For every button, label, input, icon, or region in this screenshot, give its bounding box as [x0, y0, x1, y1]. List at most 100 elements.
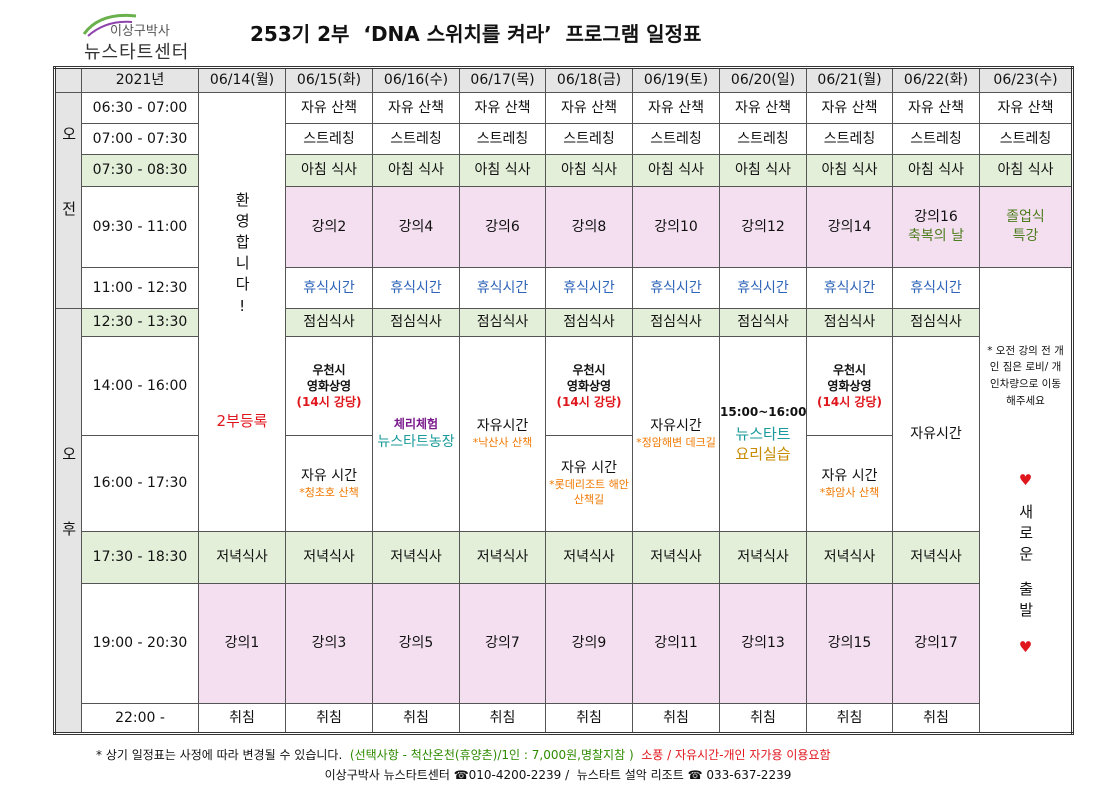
schedule-cell: 아침 식사 [285, 154, 373, 187]
schedule-cell: 자유 산책 [459, 92, 546, 124]
schedule-cell: 저녁식사 [632, 531, 720, 584]
schedule-cell: 아침 식사 [806, 154, 893, 187]
schedule-cell: 우천시 영화상영 (14시 강당) [806, 336, 893, 436]
cell-line: 강의2 [311, 218, 347, 235]
schedule-row: 09:30 - 11:00 강의2 강의4 강의6 강의8 강의10 강의12 강의14 강의1… [55, 186, 1073, 268]
cell-line: 뉴스타트 [735, 424, 791, 443]
column-header: 06/17(목) [459, 67, 546, 93]
cell-line: 자유 산책 [908, 99, 964, 116]
cell-line: *낙산사 산책 [472, 436, 533, 450]
schedule-cell: 아침 식사 [719, 154, 807, 187]
schedule-cell: 저녁식사 [719, 531, 807, 584]
footer-picnic: 소풍 / 자유시간-개인 자가용 이용요함 [641, 748, 831, 762]
cell-line: 강의4 [398, 218, 434, 235]
cell-line: 점심식사 [823, 314, 876, 331]
schedule-cell: 자유 산책 [545, 92, 633, 124]
cell-line: 강의11 [654, 635, 698, 652]
schedule-cell: 스트레칭 [545, 123, 633, 155]
schedule-cell: 휴식시간 [545, 267, 633, 309]
logo-line2: 뉴스타트센터 [84, 42, 190, 63]
cell-line: 스트레칭 [476, 130, 529, 147]
cell-line: 스트레칭 [999, 130, 1052, 147]
cell-line: 휴식시간 [737, 279, 789, 296]
cell-line: 요리실습 [735, 445, 791, 464]
schedule-cell: 강의1 [198, 583, 286, 704]
cell-line: 취침 [663, 709, 689, 726]
cell-line: 자유 산책 [735, 99, 791, 116]
cell-line: 자유시간 [650, 418, 702, 435]
schedule-cell: 점심식사 [545, 308, 633, 337]
time-cell: 07:00 - 07:30 [81, 123, 199, 155]
schedule-cell: * 오전 강의 전 개인 짐은 로비/ 개인차량으로 이동해주세요 ♥ 새로운 출발 ♥ [979, 267, 1073, 734]
cell-line: 자유시간 [910, 425, 962, 442]
cell-line: 아침 식사 [821, 162, 878, 179]
schedule-cell: 강의10 [632, 186, 720, 268]
cell-line: 영화상영 [827, 378, 872, 393]
logo-line1: 이상구박사 [110, 24, 170, 39]
schedule-cell: 강의9 [545, 583, 633, 704]
time-cell: 16:00 - 17:30 [81, 435, 199, 532]
cell-line: 취침 [836, 709, 863, 726]
cell-line: 강의7 [485, 635, 520, 652]
column-header: 06/22(화) [892, 67, 980, 93]
cell-line: 강의1 [224, 635, 260, 652]
schedule-cell: 자유 산책 [979, 92, 1073, 124]
schedule-cell: 점심식사 [719, 308, 807, 337]
schedule-cell: 저녁식사 [198, 531, 286, 584]
schedule-cell: 자유 산책 [632, 92, 720, 124]
schedule-cell: 강의5 [372, 583, 460, 704]
schedule-cell: 점심식사 [372, 308, 460, 337]
cell-line: 저녁식사 [303, 549, 355, 566]
schedule-cell: 휴식시간 [285, 267, 373, 309]
cell-line: *청초호 산책 [299, 485, 359, 499]
schedule-cell: 강의7 [459, 583, 546, 704]
cell-line: 휴식시간 [650, 279, 702, 296]
schedule-cell: 휴식시간 [719, 267, 807, 309]
cell-line: 점심식사 [390, 314, 442, 331]
cell-line: 뉴스타트농장 [377, 433, 455, 450]
cell-line: 저녁식사 [737, 549, 789, 566]
side-text: 오전 [59, 125, 78, 276]
cell-line: 휴식시간 [563, 279, 615, 296]
cell-line: 휴식시간 [823, 279, 876, 296]
schedule-row: 오후 12:30 - 13:30 점심식사 점심식사 점심식사 점심식사 점심식사 점심식사 점… [54, 308, 1073, 734]
cell-line: (14시 강당) [817, 395, 882, 410]
cell-line: 취침 [923, 709, 949, 726]
cell-line: 강의9 [571, 635, 607, 652]
schedule-row: 22:00 - 취침 취침 취침 취침 취침 취침 취침 취침 취침 [55, 703, 1073, 734]
column-header: 06/15(화) [285, 67, 373, 93]
cell-line: (14시 강당) [556, 395, 622, 410]
column-header: 06/14(월) [198, 67, 286, 93]
cell-line: 아침 식사 [908, 162, 964, 179]
schedule-row: 11:00 - 12:30 휴식시간 휴식시간 휴식시간 휴식시간 휴식시간 휴식시간 휴식시… [55, 267, 1073, 734]
column-header: 2021년 [81, 67, 199, 93]
cell-line: 환영합니다! [233, 192, 252, 322]
cell-line: 자유 산책 [997, 99, 1054, 116]
column-header: 06/20(일) [719, 67, 807, 93]
schedule-row: 17:30 - 18:30 저녁식사 저녁식사 저녁식사 저녁식사 저녁식사 저녁식사 저녁식… [55, 531, 1073, 584]
schedule-cell: 환영합니다! 2부등록 [198, 92, 286, 532]
time-cell: 06:30 - 07:00 [81, 92, 199, 124]
schedule-cell: 스트레칭 [285, 123, 373, 155]
cell-line: 저녁식사 [823, 549, 876, 566]
schedule-cell: 아침 식사 [545, 154, 633, 187]
cell-line: 아침 식사 [561, 162, 617, 179]
cell-line: 휴식시간 [476, 279, 529, 296]
cell-line: 휴식시간 [303, 279, 355, 296]
cell-line: 점심식사 [303, 314, 355, 331]
cell-line: 2부등록 [216, 412, 268, 431]
cell-line: 저녁식사 [216, 549, 268, 566]
schedule-row: 16:00 - 17:30 자유 시간 *청초호 산책 자유 시간 *롯데리조트 해안 … [55, 435, 1073, 532]
schedule-cell: 강의4 [372, 186, 460, 268]
cell-line: 우천시 [832, 362, 867, 377]
footer-contact: 이상구박사 뉴스타트센터 ☎010-4200-2239 / 뉴스타트 설악 리조… [324, 768, 792, 782]
schedule-cell: 휴식시간 [372, 267, 460, 309]
footer-line1: * 상기 일정표는 사정에 따라 변경될 수 있습니다. (선택사항 - 척산온… [96, 746, 831, 763]
cell-line: 강의6 [485, 218, 520, 235]
schedule-cell: 스트레칭 [719, 123, 807, 155]
schedule-cell: 아침 식사 [892, 154, 980, 187]
cell-line: 저녁식사 [476, 549, 529, 566]
schedule-cell: 휴식시간 [459, 267, 546, 309]
cell-line: 자유 시간 [821, 467, 878, 484]
